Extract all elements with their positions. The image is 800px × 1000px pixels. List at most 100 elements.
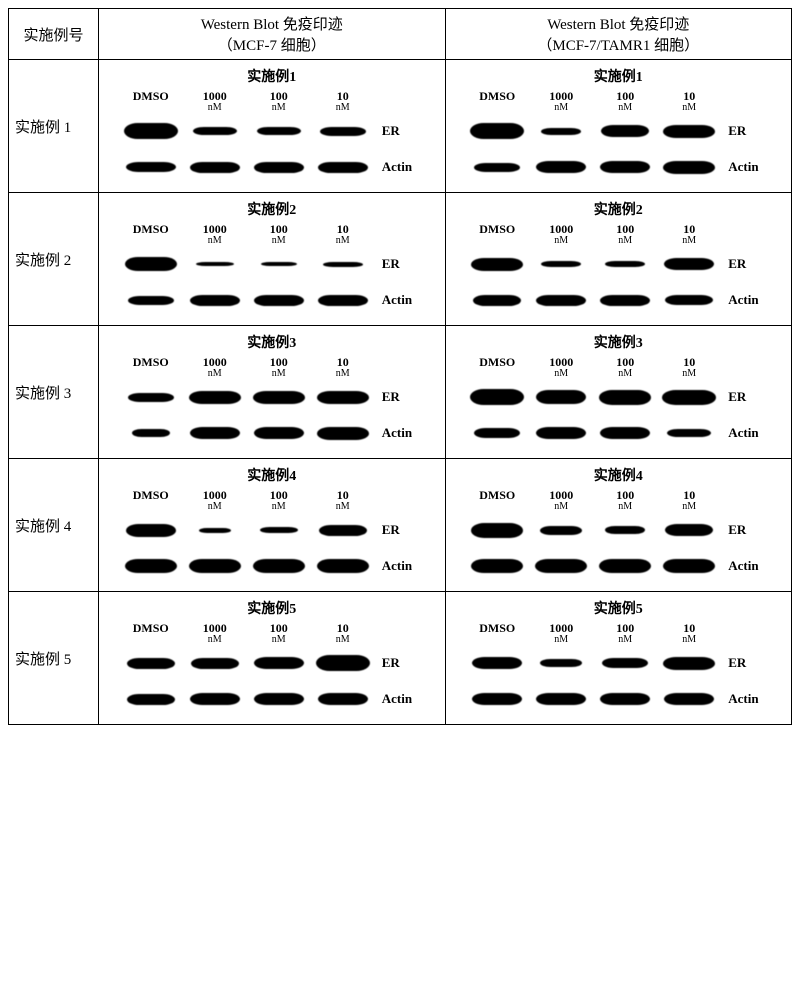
lane-label-spacer: [378, 356, 428, 380]
band: [254, 162, 304, 173]
band-cell: [532, 384, 590, 410]
band-cell: [314, 384, 372, 410]
band-cell: [186, 686, 244, 712]
band: [320, 127, 366, 136]
band: [536, 390, 586, 404]
band: [472, 693, 522, 705]
header-tamr: Western Blot 免疫印迹 （MCF-7/TAMR1 细胞）: [445, 9, 792, 60]
lane-label: 10nM: [314, 223, 372, 247]
band-cell: [186, 118, 244, 144]
band: [254, 693, 304, 705]
band: [189, 391, 241, 404]
band: [317, 391, 369, 404]
band-cell: [250, 517, 308, 543]
readout-actin: Actin: [378, 154, 428, 180]
tamr-cell: 实施例3DMSO1000nM100nM10nMERActin: [445, 326, 792, 459]
band: [536, 693, 586, 705]
lane-label-spacer: [724, 622, 774, 646]
lane-label: 10nM: [660, 356, 718, 380]
band-cell: [532, 287, 590, 313]
lane-label: 1000nM: [532, 223, 590, 247]
band-cell: [468, 251, 526, 277]
table-row: 实施例 1实施例1DMSO1000nM100nM10nMERActin实施例1D…: [9, 60, 792, 193]
lanes-grid: DMSO1000nM100nM10nMERActin: [122, 489, 422, 579]
band: [316, 655, 370, 671]
band-cell: [532, 420, 590, 446]
band: [664, 258, 714, 270]
blot-panel: 实施例2DMSO1000nM100nM10nMERActin: [452, 199, 786, 321]
blot-panel: 实施例4DMSO1000nM100nM10nMERActin: [105, 465, 439, 587]
band-cell: [468, 118, 526, 144]
mcf7-cell: 实施例5DMSO1000nM100nM10nMERActin: [99, 592, 446, 725]
lane-label: 10nM: [660, 489, 718, 513]
band: [193, 127, 237, 135]
band-cell: [122, 154, 180, 180]
lane-label: 1000nM: [186, 622, 244, 646]
band-cell: [250, 420, 308, 446]
lane-label: DMSO: [122, 223, 180, 247]
band: [474, 428, 520, 438]
band-cell: [186, 650, 244, 676]
lane-label: 100nM: [250, 489, 308, 513]
band-cell: [314, 251, 372, 277]
header-tamr-line1: Western Blot 免疫印迹: [547, 17, 689, 33]
band-cell: [122, 517, 180, 543]
blot-title: 实施例1: [452, 66, 786, 86]
blot-panel: 实施例1DMSO1000nM100nM10nMERActin: [105, 66, 439, 188]
band: [474, 163, 520, 172]
band-cell: [122, 384, 180, 410]
lane-label: DMSO: [122, 622, 180, 646]
band: [253, 559, 305, 573]
band: [318, 295, 368, 306]
band-cell: [596, 384, 654, 410]
band: [540, 526, 582, 535]
band-cell: [314, 686, 372, 712]
band: [663, 161, 715, 174]
band-cell: [122, 420, 180, 446]
lane-label: 10nM: [660, 90, 718, 114]
band: [125, 257, 177, 271]
band: [600, 295, 650, 306]
band: [472, 657, 522, 669]
band: [127, 694, 175, 705]
lane-label: 100nM: [596, 90, 654, 114]
readout-er: ER: [724, 118, 774, 144]
tamr-cell: 实施例4DMSO1000nM100nM10nMERActin: [445, 459, 792, 592]
tamr-cell: 实施例5DMSO1000nM100nM10nMERActin: [445, 592, 792, 725]
lane-label: DMSO: [122, 489, 180, 513]
blot-title: 实施例2: [105, 199, 439, 219]
band: [599, 559, 651, 573]
lane-label: 10nM: [314, 622, 372, 646]
lane-label: 10nM: [660, 223, 718, 247]
band-cell: [250, 118, 308, 144]
readout-er: ER: [378, 384, 428, 410]
band: [196, 262, 234, 266]
band-cell: [186, 154, 244, 180]
band: [471, 523, 523, 538]
band: [261, 262, 297, 266]
band: [663, 559, 715, 573]
band-cell: [186, 517, 244, 543]
band-cell: [250, 251, 308, 277]
band: [253, 391, 305, 404]
band-cell: [660, 154, 718, 180]
band-cell: [186, 287, 244, 313]
band: [254, 427, 304, 439]
readout-er: ER: [724, 384, 774, 410]
band: [317, 559, 369, 573]
lane-label-spacer: [378, 622, 428, 646]
readout-actin: Actin: [378, 420, 428, 446]
band-cell: [532, 650, 590, 676]
band: [128, 296, 174, 305]
band-cell: [532, 251, 590, 277]
lane-label: 1000nM: [186, 90, 244, 114]
lane-label-spacer: [378, 223, 428, 247]
lane-label: 100nM: [596, 489, 654, 513]
readout-er: ER: [378, 517, 428, 543]
band-cell: [186, 420, 244, 446]
readout-er: ER: [378, 118, 428, 144]
band: [600, 693, 650, 705]
band: [605, 526, 645, 534]
lane-label-spacer: [378, 489, 428, 513]
band: [601, 125, 649, 137]
